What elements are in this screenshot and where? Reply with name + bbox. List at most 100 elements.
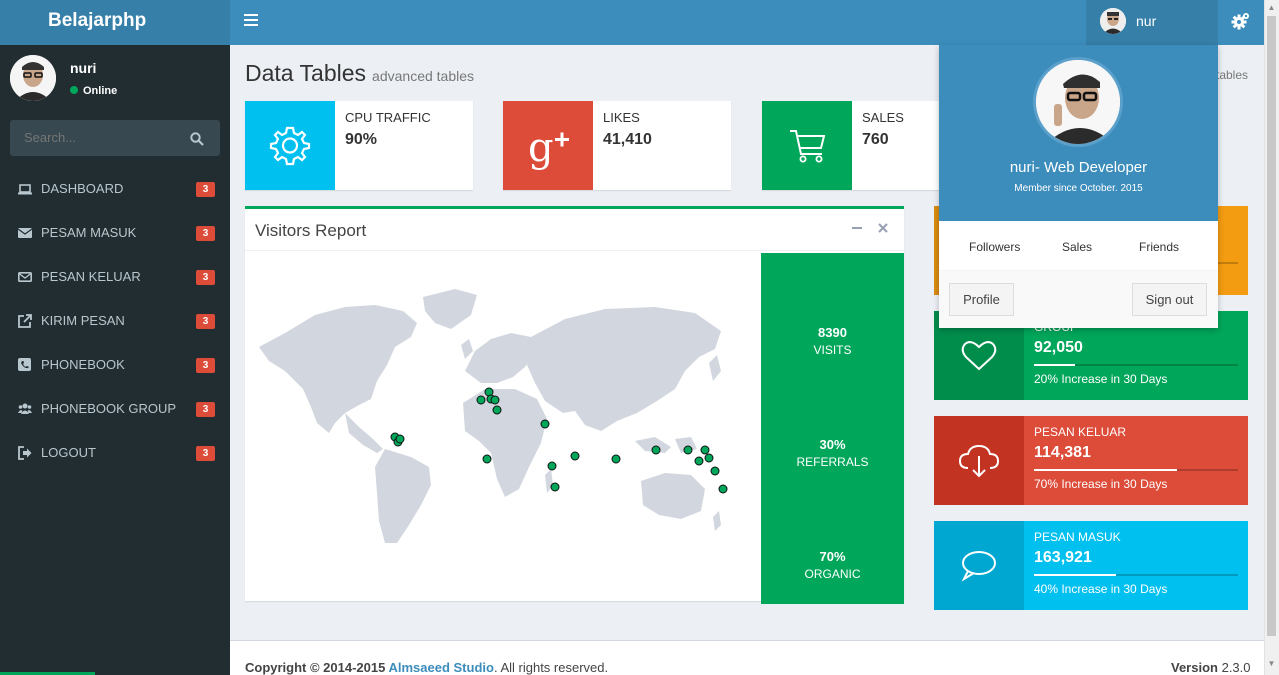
visitors-report-header: Visitors Report <box>245 209 904 251</box>
visitors-report-box: Visitors Report <box>245 206 904 604</box>
sidebar: nuri Online DASHBOARD 3 PESAM MASUK 3 PE… <box>0 45 230 675</box>
laptop-icon <box>18 184 32 195</box>
user-dropdown-header: nuri- Web Developer Member since October… <box>939 45 1218 221</box>
progress-track <box>1034 574 1238 576</box>
friends-link[interactable]: Friends <box>1139 240 1180 254</box>
info-box-label: SALES <box>862 110 904 125</box>
visitors-stats-panel: 8390 VISITS 30% REFERRALS 70% ORGANIC <box>761 253 904 604</box>
stat-label: VISITS <box>813 343 852 357</box>
search-icon[interactable] <box>190 132 204 146</box>
scroll-up-arrow-icon[interactable]: ▲ <box>1267 3 1276 12</box>
page-title: Data Tables advanced tables <box>245 60 474 87</box>
sidebar-search-input[interactable] <box>10 120 220 156</box>
stat-box-description: 40% Increase in 30 Days <box>1034 582 1168 596</box>
count-badge: 3 <box>196 402 215 417</box>
brand-logo[interactable]: Belajarphp <box>0 0 230 45</box>
sales-link[interactable]: Sales <box>1062 240 1093 254</box>
stat-value: 70% <box>819 549 846 564</box>
status-dot-icon <box>70 86 78 94</box>
minus-icon[interactable] <box>852 221 862 238</box>
sidebar-item-label: PHONEBOOK GROUP <box>41 401 177 416</box>
profile-button[interactable]: Profile <box>949 283 1014 316</box>
company-link[interactable]: Almsaeed Studio <box>388 660 494 675</box>
sidebar-item-label: DASHBOARD <box>41 181 124 196</box>
sidebar-avatar <box>10 55 56 101</box>
progress-track <box>1034 364 1238 366</box>
sidebar-item-dashboard[interactable]: DASHBOARD 3 <box>0 167 230 211</box>
stat-box-pesan-masuk: PESAN MASUK 163,921 40% Increase in 30 D… <box>934 521 1248 610</box>
sidebar-item-label: PESAM MASUK <box>41 225 137 240</box>
sidebar-item-label: PESAN KELUAR <box>41 269 141 284</box>
sidebar-menu: DASHBOARD 3 PESAM MASUK 3 PESAN KELUAR 3… <box>0 167 230 475</box>
count-badge: 3 <box>196 314 215 329</box>
close-icon[interactable] <box>878 221 888 238</box>
user-dropdown-footer: Profile Sign out <box>939 271 1218 328</box>
progress-bar <box>1034 469 1177 471</box>
info-box-cpu-traffic: CPU TRAFFIC 90% <box>245 101 473 190</box>
stat-organic: 70% ORGANIC <box>761 549 904 581</box>
gears-icon[interactable] <box>1218 0 1264 45</box>
scroll-down-arrow-icon[interactable]: ▼ <box>1267 659 1276 668</box>
sidebar-item-pesan-keluar[interactable]: PESAN KELUAR 3 <box>0 255 230 299</box>
page-title-text: Data Tables <box>245 60 367 86</box>
stat-box-value: 92,050 <box>1034 339 1083 356</box>
info-box-likes: g LIKES 41,410 <box>503 101 731 190</box>
info-box-value: 760 <box>862 131 889 148</box>
external-link-icon <box>18 314 32 328</box>
stat-box-value: 114,381 <box>1034 444 1091 461</box>
sidebar-item-phonebook[interactable]: PHONEBOOK 3 <box>0 343 230 387</box>
count-badge: 3 <box>196 182 215 197</box>
version-number: 2.3.0 <box>1221 660 1251 675</box>
info-box-value: 90% <box>345 131 378 148</box>
sidebar-item-pesam-masuk[interactable]: PESAM MASUK 3 <box>0 211 230 255</box>
top-navbar: nur <box>230 0 1264 45</box>
count-badge: 3 <box>196 446 215 461</box>
chat-bubble-icon <box>934 521 1024 610</box>
progress-bar <box>1034 364 1075 366</box>
page-footer: Copyright © 2014-2015 Almsaeed Studio. A… <box>230 640 1264 675</box>
stat-visits: 8390 VISITS <box>761 325 904 357</box>
followers-link[interactable]: Followers <box>969 240 1021 254</box>
count-badge: 3 <box>196 358 215 373</box>
stat-box-pesan-keluar: PESAN KELUAR 114,381 70% Increase in 30 … <box>934 416 1248 505</box>
copyright-prefix: Copyright © 2014-2015 <box>245 660 389 675</box>
online-status: Online <box>70 85 117 97</box>
sidebar-item-phonebook-group[interactable]: PHONEBOOK GROUP 3 <box>0 387 230 431</box>
sidebar-item-kirim-pesan[interactable]: KIRIM PESAN 3 <box>0 299 230 343</box>
sign-out-icon <box>18 446 32 460</box>
page-subtitle: advanced tables <box>372 68 475 84</box>
stat-referrals: 30% REFERRALS <box>761 437 904 469</box>
count-badge: 3 <box>196 226 215 241</box>
status-text: Online <box>83 85 118 97</box>
info-box-value: 41,410 <box>603 131 652 148</box>
sidebar-user-name: nuri <box>70 60 97 76</box>
users-icon <box>18 403 32 414</box>
stat-box-label: PESAN MASUK <box>1034 530 1121 544</box>
info-box-label: LIKES <box>603 110 640 125</box>
stat-value: 8390 <box>818 325 847 340</box>
user-avatar-small <box>1100 8 1126 34</box>
stat-value: 30% <box>819 437 846 452</box>
user-dropdown-links: Followers Sales Friends <box>939 221 1218 271</box>
sidebar-item-label: KIRIM PESAN <box>41 313 125 328</box>
user-menu-toggle[interactable]: nur <box>1086 0 1218 45</box>
member-since-text: Member since October. 2015 <box>1014 183 1143 194</box>
gear-icon <box>245 101 335 190</box>
count-badge: 3 <box>196 270 215 285</box>
scrollbar-thumb[interactable] <box>1267 16 1276 636</box>
version-label: Version <box>1171 660 1218 675</box>
world-map[interactable] <box>245 253 761 601</box>
breadcrumb[interactable]: tables <box>1216 68 1249 82</box>
stat-label: ORGANIC <box>804 567 861 581</box>
copyright-text: Copyright © 2014-2015 Almsaeed Studio. A… <box>245 660 608 675</box>
hamburger-icon[interactable] <box>244 14 258 26</box>
cloud-download-icon <box>934 416 1024 505</box>
sidebar-item-logout[interactable]: LOGOUT 3 <box>0 431 230 475</box>
envelope-outline-icon <box>18 271 32 282</box>
sidebar-item-label: PHONEBOOK <box>41 357 125 372</box>
svg-text:g: g <box>528 125 554 171</box>
sidebar-item-label: LOGOUT <box>41 445 96 460</box>
shopping-cart-icon <box>762 101 852 190</box>
sign-out-button[interactable]: Sign out <box>1132 283 1207 316</box>
stat-box-label: PESAN KELUAR <box>1034 425 1127 439</box>
